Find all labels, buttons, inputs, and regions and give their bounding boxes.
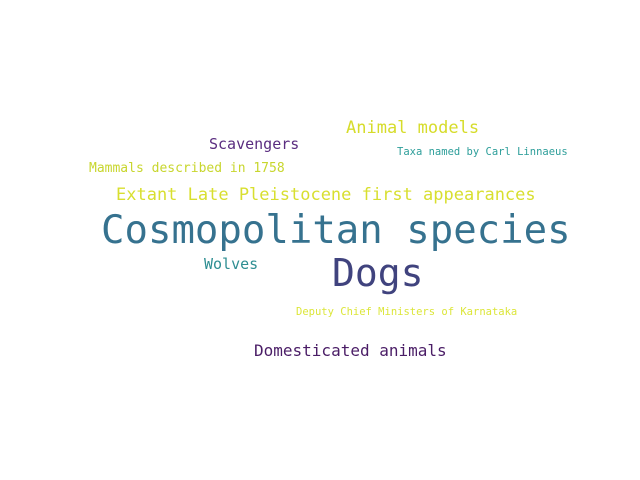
word-extant-late-pleistocene: Extant Late Pleistocene first appearance… — [116, 185, 536, 205]
word-cosmopolitan-species: Cosmopolitan species — [101, 208, 571, 253]
word-dogs: Dogs — [332, 251, 424, 295]
word-wolves: Wolves — [204, 255, 259, 273]
word-animal-models: Animal models — [346, 118, 480, 138]
word-taxa-named-by-carl-linnaeus: Taxa named by Carl Linnaeus — [397, 146, 568, 158]
word-mammals-described-in-1758: Mammals described in 1758 — [89, 161, 285, 176]
word-scavengers: Scavengers — [209, 135, 300, 153]
word-domesticated-animals: Domesticated animals — [254, 341, 447, 360]
word-deputy-chief-ministers-of-karnataka: Deputy Chief Ministers of Karnataka — [296, 306, 518, 318]
